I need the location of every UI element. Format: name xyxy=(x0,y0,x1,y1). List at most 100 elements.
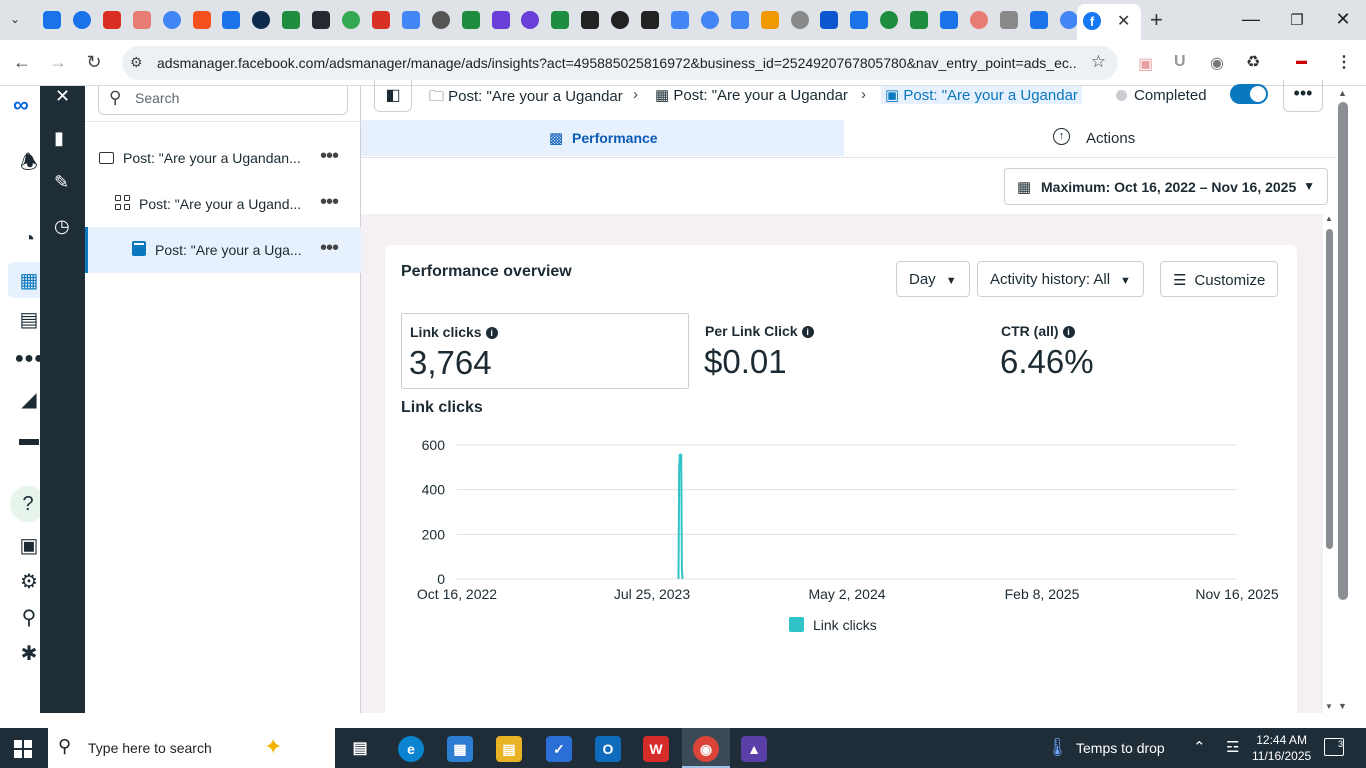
pinned-tab-favicon-icon[interactable] xyxy=(551,11,570,29)
pinned-tab-favicon-icon[interactable] xyxy=(102,11,121,29)
info-icon[interactable]: i xyxy=(1062,326,1075,338)
back-button[interactable]: ← xyxy=(13,52,31,72)
breadcrumb-adset[interactable]: ▦ Post: "Are your a Ugandar xyxy=(655,87,848,104)
pinned-tab-favicon-icon[interactable] xyxy=(730,11,749,29)
pinned-tab-favicon-icon[interactable] xyxy=(641,11,659,29)
scrollbar-thumb[interactable] xyxy=(1338,102,1348,600)
settings-gear-icon[interactable]: ⚙ xyxy=(20,570,38,593)
pinned-tab-favicon-icon[interactable] xyxy=(252,11,271,29)
browser-menu-icon[interactable]: ⋮ xyxy=(1336,54,1352,71)
tab-search-chevron-icon[interactable]: ⌄ xyxy=(10,12,21,26)
close-icon[interactable]: ✕ xyxy=(55,86,71,106)
pinned-tab-favicon-icon[interactable] xyxy=(1029,11,1048,29)
pinned-tab-favicon-icon[interactable] xyxy=(132,11,151,29)
weather-label[interactable]: Temps to drop xyxy=(1076,740,1165,756)
pinned-tab-favicon-icon[interactable] xyxy=(222,11,241,29)
billing-card-icon[interactable]: ▬ xyxy=(19,427,39,450)
chrome-taskbar-button[interactable]: ◉ xyxy=(682,728,730,768)
scroll-up-icon[interactable]: ▲ xyxy=(1338,88,1347,98)
pinned-tab-favicon-icon[interactable] xyxy=(521,11,540,29)
metric-ctr[interactable]: CTR (all) i 6.46% xyxy=(993,313,1281,389)
wps-office-icon[interactable]: W xyxy=(643,736,669,762)
scroll-up-icon[interactable]: ▲ xyxy=(1325,214,1333,223)
active-tab[interactable]: f ✕ xyxy=(1077,4,1141,40)
pinned-tab-favicon-icon[interactable] xyxy=(760,11,779,29)
date-range-picker[interactable]: ▦ Maximum: Oct 16, 2022 – Nov 16, 2025 ▼ xyxy=(1004,168,1328,205)
pinned-tab-favicon-icon[interactable] xyxy=(790,11,809,29)
pinned-tab-favicon-icon[interactable] xyxy=(670,11,689,29)
photos-icon[interactable]: ▲ xyxy=(741,736,767,762)
pinned-tab-favicon-icon[interactable] xyxy=(581,11,600,29)
activity-history-dropdown[interactable]: Activity history: All ▼ xyxy=(977,261,1144,297)
system-clock[interactable]: 12:44 AM 11/16/2025 xyxy=(1252,732,1311,764)
metric-per-link-click[interactable]: Per Link Click i $0.01 xyxy=(697,313,985,389)
scrollbar-thumb[interactable] xyxy=(1326,229,1333,549)
new-tab-button[interactable]: + xyxy=(1150,7,1163,32)
meta-logo-icon[interactable]: ∞ xyxy=(13,92,29,117)
close-window-button[interactable]: ✕ xyxy=(1335,9,1351,29)
more-actions-button[interactable]: ••• xyxy=(1283,80,1323,112)
pinned-tab-favicon-icon[interactable] xyxy=(371,11,390,29)
minimize-button[interactable]: — xyxy=(1242,9,1260,29)
pinned-tab-favicon-icon[interactable] xyxy=(969,11,988,29)
pinned-tab-favicon-icon[interactable] xyxy=(611,11,630,29)
metric-link-clicks[interactable]: Link clicks i 3,764 xyxy=(401,313,689,389)
notification-center-icon[interactable]: 3 xyxy=(1324,738,1344,756)
file-explorer-icon[interactable]: ▤ xyxy=(496,736,522,762)
pinned-tab-favicon-icon[interactable] xyxy=(43,11,61,29)
edge-icon[interactable]: e xyxy=(398,736,424,762)
address-bar[interactable]: ⚙ adsmanager.facebook.com/adsmanager/man… xyxy=(122,46,1118,80)
granularity-dropdown[interactable]: Day ▼ xyxy=(896,261,970,297)
pinned-tab-favicon-icon[interactable] xyxy=(72,11,91,29)
extension-u-icon[interactable]: U xyxy=(1174,53,1186,70)
pinned-tab-favicon-icon[interactable] xyxy=(880,11,899,29)
profile-icon[interactable]: ▬ xyxy=(1296,55,1307,67)
extension-icon[interactable]: ▣ xyxy=(1138,56,1154,73)
thermometer-icon[interactable]: 🌡 xyxy=(1046,737,1069,757)
tree-item-adset[interactable]: Post: "Are your a Ugand... ••• xyxy=(85,181,361,227)
taskbar-search-box[interactable]: ⚲ Type here to search ✦ xyxy=(48,728,335,768)
more-options-icon[interactable]: ••• xyxy=(320,145,339,167)
pinned-tab-favicon-icon[interactable] xyxy=(461,11,480,29)
pinned-tab-favicon-icon[interactable] xyxy=(491,11,510,29)
restore-button[interactable]: ❐ xyxy=(1290,12,1304,29)
notifications-bell-icon[interactable]: 🕭 xyxy=(20,152,38,174)
pinned-tab-favicon-icon[interactable] xyxy=(162,11,181,29)
extensions-puzzle-icon[interactable]: ♻ xyxy=(1246,54,1261,71)
info-icon[interactable]: i xyxy=(485,327,498,339)
camera-extension-icon[interactable]: ◉ xyxy=(1210,55,1224,72)
outlook-icon[interactable]: O xyxy=(595,736,621,762)
scroll-down-icon[interactable]: ▼ xyxy=(1325,702,1333,711)
scroll-down-icon[interactable]: ▼ xyxy=(1338,701,1347,711)
news-icon[interactable]: ▣ xyxy=(19,534,39,557)
tree-item-campaign[interactable]: Post: "Are your a Ugandan... ••• xyxy=(85,135,361,181)
pinned-tab-favicon-icon[interactable] xyxy=(700,11,719,29)
pinned-tab-favicon-icon[interactable] xyxy=(1059,11,1078,29)
search-icon[interactable]: ⚲ xyxy=(21,606,37,629)
breadcrumb-campaign[interactable]: 🗀 Post: "Are your a Ugandar xyxy=(429,88,623,105)
reporting-chart-icon[interactable]: ▮ xyxy=(54,128,64,148)
pinned-tab-favicon-icon[interactable] xyxy=(910,11,929,29)
pinned-tab-favicon-icon[interactable] xyxy=(401,11,420,29)
tree-search-input[interactable]: ⚲ Search xyxy=(98,86,348,115)
url-text[interactable]: adsmanager.facebook.com/adsmanager/manag… xyxy=(157,55,1077,71)
wifi-icon[interactable]: ☲ xyxy=(1226,739,1240,756)
tree-item-ad[interactable]: Post: "Are your a Uga... ••• xyxy=(85,227,361,273)
store-icon[interactable]: ▦ xyxy=(447,736,473,762)
site-info-icon[interactable]: ⚙ xyxy=(130,54,143,70)
todo-icon[interactable]: ✓ xyxy=(546,736,572,762)
pinned-tab-favicon-icon[interactable] xyxy=(342,11,360,29)
pinned-tab-favicon-icon[interactable] xyxy=(820,11,839,29)
campaigns-table-icon[interactable]: ▦ xyxy=(19,269,39,292)
pinned-tab-favicon-icon[interactable] xyxy=(940,11,958,29)
info-icon[interactable]: i xyxy=(801,326,814,338)
more-options-icon[interactable]: ••• xyxy=(320,191,339,213)
pinned-tab-favicon-icon[interactable] xyxy=(999,11,1018,29)
pinned-tab-favicon-icon[interactable] xyxy=(282,11,301,29)
breadcrumb-ad[interactable]: ▣ Post: "Are your a Ugandar xyxy=(881,86,1082,104)
pinned-tab-favicon-icon[interactable] xyxy=(192,11,211,29)
history-clock-icon[interactable]: ◷ xyxy=(54,216,70,236)
ad-on-off-toggle[interactable] xyxy=(1230,84,1268,104)
more-options-icon[interactable]: ••• xyxy=(320,237,339,259)
megaphone-icon[interactable]: ◢ xyxy=(21,388,37,411)
